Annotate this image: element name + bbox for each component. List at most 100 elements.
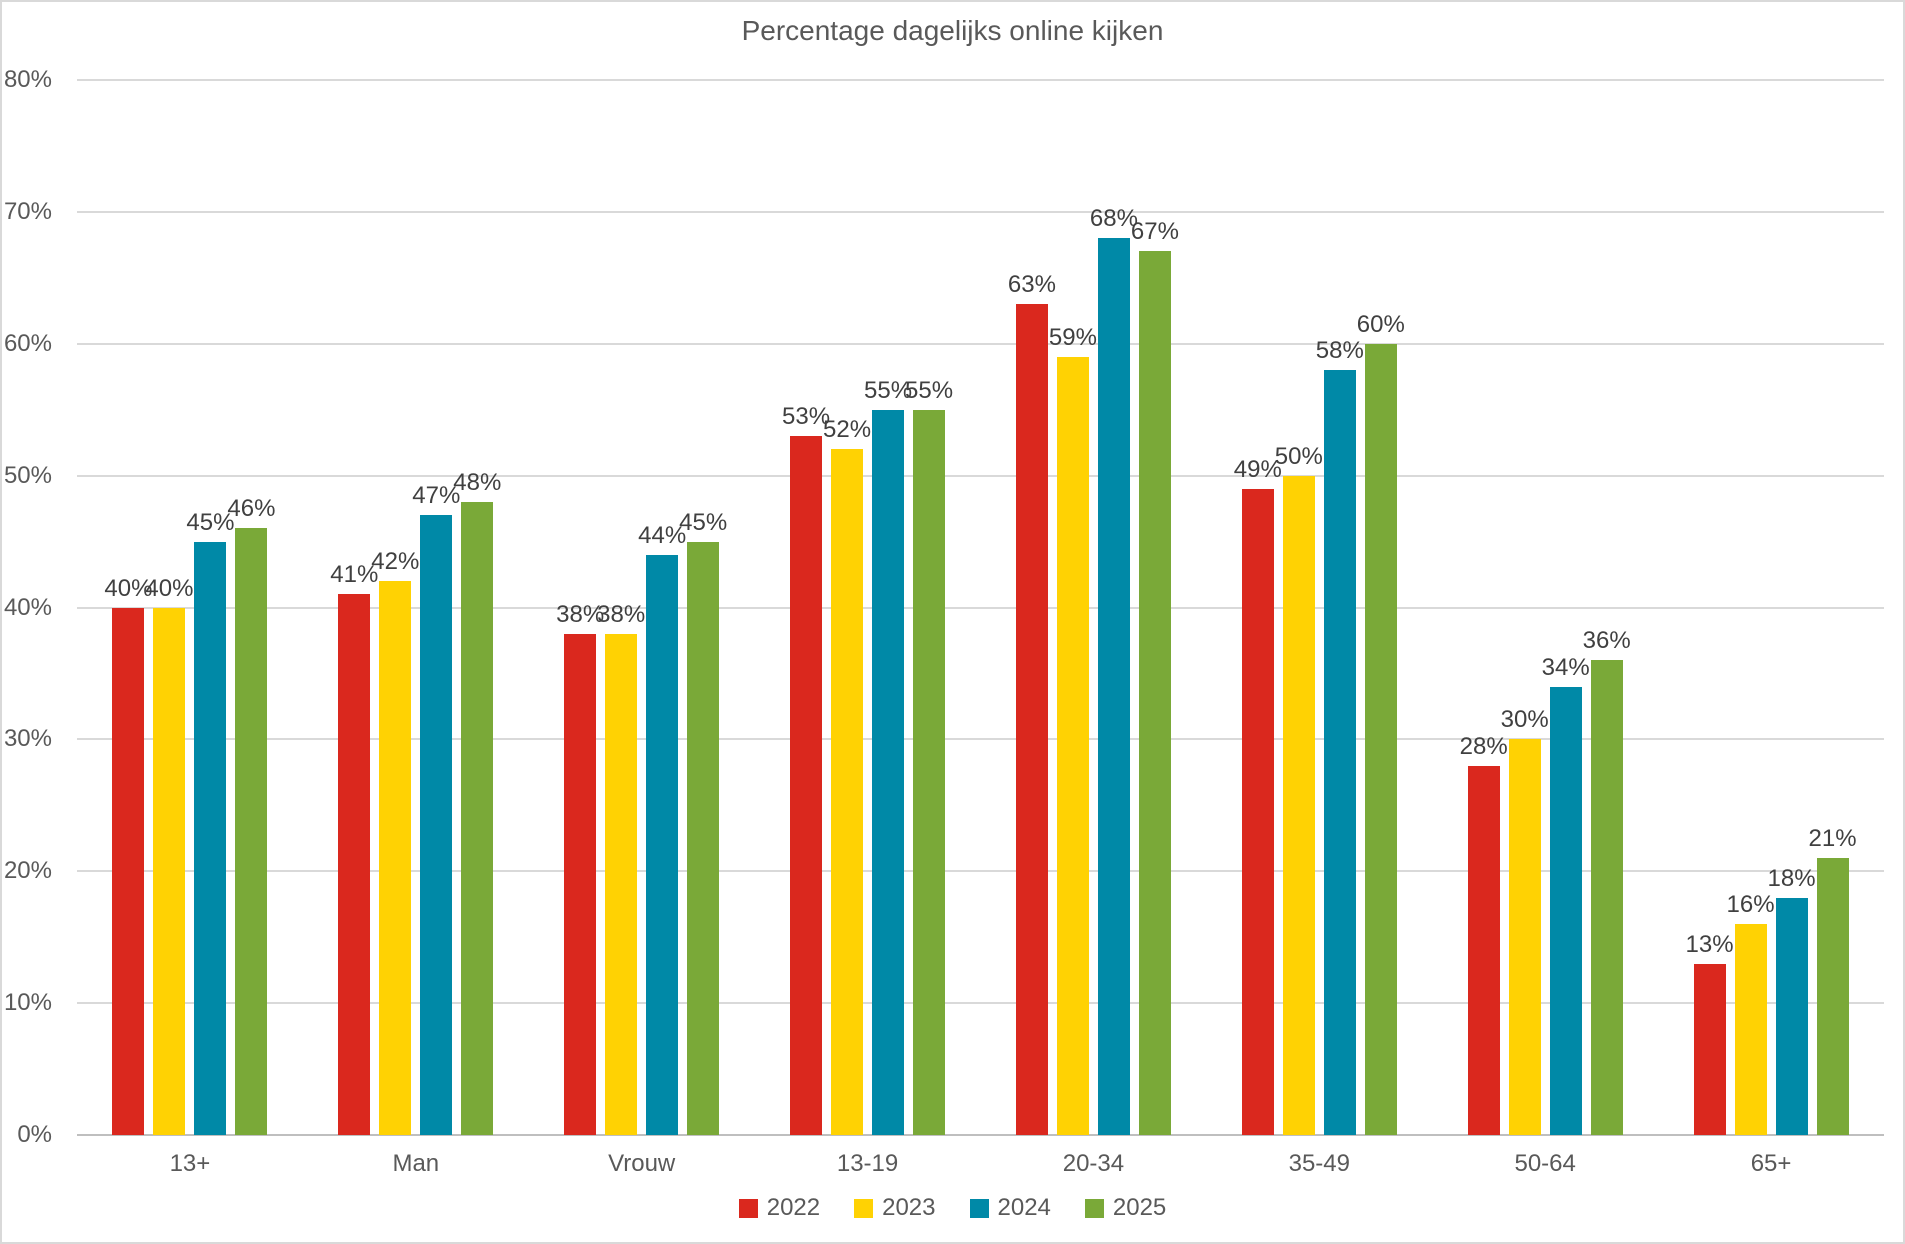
- bar: 40%: [104, 576, 152, 1135]
- y-tick-label: 60%: [3, 329, 52, 357]
- gridline: [77, 210, 1884, 213]
- bar: 21%: [1809, 827, 1857, 1135]
- bar: 63%: [1008, 273, 1056, 1135]
- bar-value-label: 60%: [1356, 310, 1405, 338]
- bar-group: 28% 30% 34% 36%: [1432, 80, 1658, 1135]
- legend-marker-2025: [1084, 1198, 1104, 1218]
- bar-value-label: 38%: [597, 600, 646, 628]
- bar-value-label: 49%: [1233, 455, 1282, 483]
- plot-area: 40% 40% 45% 46% 41% 42% 47% 48% 38% 38% 44% 45% 53% 5…: [77, 79, 1884, 1136]
- gridline: [77, 79, 1884, 81]
- bar: 38%: [556, 602, 604, 1135]
- legend-label: 2024: [997, 1194, 1051, 1221]
- bar-value-label: 38%: [556, 600, 605, 628]
- legend-item: 2022: [738, 1194, 821, 1222]
- legend-item: 2025: [1084, 1194, 1167, 1222]
- bar-group: 63% 59% 68% 67%: [981, 80, 1207, 1135]
- x-category-label: Vrouw: [608, 1150, 676, 1177]
- bar: 49%: [1234, 457, 1282, 1135]
- bar: 36%: [1583, 629, 1631, 1135]
- bar: 45%: [679, 510, 727, 1135]
- bar-value-label: 40%: [145, 574, 194, 602]
- bar-value-label: 45%: [186, 508, 235, 536]
- legend-label: 2022: [766, 1194, 821, 1221]
- bar: 30%: [1501, 708, 1549, 1135]
- bar-value-label: 48%: [453, 469, 502, 496]
- bar: 47%: [412, 484, 460, 1135]
- legend-label: 2023: [882, 1194, 936, 1221]
- gridline: [77, 870, 1884, 873]
- bar-group: 41% 42% 47% 48%: [303, 80, 529, 1135]
- bar-value-label: 40%: [104, 574, 153, 602]
- bar: 44%: [638, 523, 686, 1135]
- legend-label: 2025: [1112, 1194, 1167, 1221]
- bar: 55%: [864, 378, 912, 1135]
- legend-marker-2022: [738, 1198, 758, 1218]
- y-tick-label: 50%: [3, 461, 52, 489]
- bar: 67%: [1131, 220, 1179, 1135]
- legend-marker-2024: [969, 1198, 989, 1218]
- bar-value-label: 45%: [679, 508, 728, 536]
- y-axis: 0% 10% 20% 30% 40% 50% 60% 70% 80%: [2, 66, 64, 1148]
- gridline: [77, 474, 1884, 477]
- bar-value-label: 58%: [1315, 337, 1364, 365]
- bar: 60%: [1357, 312, 1405, 1135]
- bar: 16%: [1727, 893, 1775, 1135]
- bar: 28%: [1460, 734, 1508, 1135]
- bar-value-label: 44%: [638, 521, 687, 549]
- bar: 42%: [371, 550, 419, 1135]
- bar-group: 38% 38% 44% 45%: [529, 80, 755, 1135]
- bar-value-label: 50%: [1274, 442, 1323, 470]
- bar-value-label: 63%: [1007, 271, 1056, 299]
- y-tick-label: 10%: [3, 989, 52, 1017]
- bar-value-label: 36%: [1582, 627, 1631, 655]
- chart-title: Percentage dagelijks online kijken: [741, 15, 1164, 46]
- bar-group: 13% 16% 18% 21%: [1658, 80, 1884, 1135]
- bar: 45%: [186, 510, 234, 1135]
- legend-item: 2023: [854, 1194, 936, 1222]
- x-category-label: 35-49: [1288, 1150, 1350, 1177]
- bar: 40%: [145, 576, 193, 1135]
- bar-value-label: 53%: [782, 403, 831, 431]
- x-axis-line: [77, 1134, 1884, 1136]
- gridline: [77, 1002, 1884, 1005]
- bar-value-label: 47%: [412, 482, 461, 510]
- bar-value-label: 41%: [330, 561, 379, 589]
- x-category-label: 13-19: [836, 1150, 899, 1177]
- bar: 41%: [330, 563, 378, 1135]
- bar-value-label: 55%: [864, 376, 913, 404]
- y-tick-label: 70%: [3, 197, 52, 225]
- bar-group: 40% 40% 45% 46%: [77, 80, 303, 1135]
- bar-value-label: 16%: [1726, 891, 1775, 918]
- bar-value-label: 67%: [1130, 218, 1179, 246]
- bar-value-label: 34%: [1541, 653, 1590, 681]
- bar-value-label: 21%: [1808, 825, 1857, 853]
- x-category-label: Man: [392, 1150, 440, 1177]
- y-tick-label: 30%: [3, 725, 52, 753]
- bar-value-label: 42%: [371, 548, 420, 576]
- bar-value-label: 55%: [905, 376, 954, 404]
- y-tick-label: 80%: [3, 66, 52, 93]
- bar: 53%: [782, 405, 830, 1135]
- bar: 34%: [1542, 655, 1590, 1135]
- y-tick-label: 20%: [3, 857, 52, 885]
- y-tick-label: 40%: [3, 593, 52, 621]
- y-tick-label: 0%: [17, 1121, 52, 1148]
- bar-value-label: 13%: [1685, 930, 1734, 958]
- x-category-label: 13+: [169, 1150, 211, 1177]
- legend-item: 2024: [969, 1194, 1051, 1222]
- gridline: [77, 342, 1884, 345]
- bar-value-label: 52%: [823, 416, 872, 444]
- bar: 38%: [597, 602, 645, 1135]
- bar-value-label: 28%: [1459, 732, 1508, 760]
- bar: 46%: [227, 497, 275, 1135]
- bar: 58%: [1316, 339, 1364, 1135]
- gridline: [77, 606, 1884, 609]
- x-axis: 13+ Man Vrouw 13-19 20-34 35-49 50-64 65+: [77, 1150, 1884, 1178]
- bar-group: 53% 52% 55% 55%: [755, 80, 981, 1135]
- bar-value-label: 18%: [1767, 864, 1816, 892]
- legend-marker-2023: [854, 1198, 874, 1218]
- bar: 13%: [1686, 932, 1734, 1135]
- x-category-label: 20-34: [1062, 1150, 1125, 1177]
